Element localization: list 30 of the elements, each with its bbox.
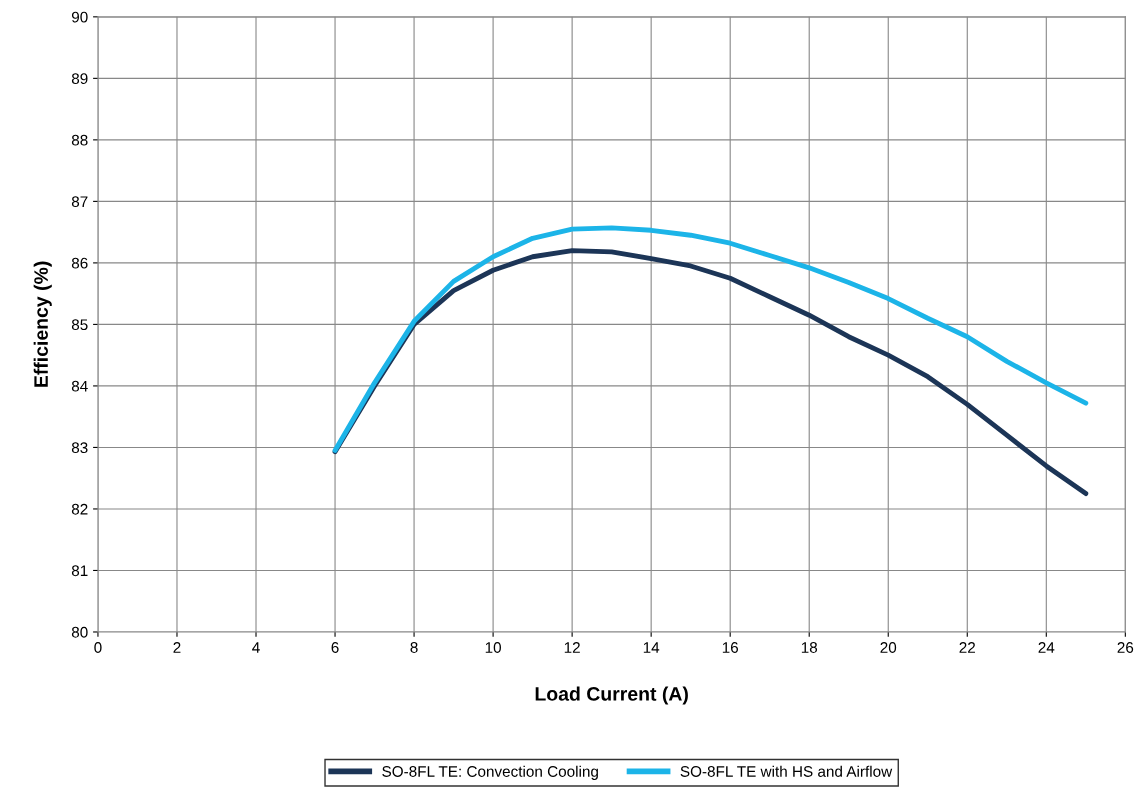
x-tick-label: 12 (564, 642, 580, 653)
x-tick-label: 8 (410, 642, 418, 653)
x-tick-label: 20 (880, 642, 897, 653)
y-tick-label: 86 (71, 257, 88, 269)
y-tick-label: 85 (71, 319, 88, 331)
x-tick-label: 18 (801, 642, 818, 653)
legend-label: SO-8FL TE: Convection Cooling (382, 765, 598, 780)
x-tick-label: 2 (173, 642, 181, 653)
line-series (332, 225, 1089, 453)
y-tick-label: 84 (71, 380, 88, 392)
y-axis-title: Efficiency (%) (33, 261, 52, 387)
x-tick-label: 6 (331, 642, 339, 653)
y-tick-label: 81 (71, 565, 88, 577)
legend-label: SO-8FL TE with HS and Airflow (680, 765, 893, 777)
x-axis-title: Load Current (A) (535, 686, 688, 705)
x-tick-label: 10 (485, 642, 501, 653)
x-tick-label: 22 (959, 642, 975, 653)
x-tick-label: 4 (252, 642, 260, 653)
x-tick-label: 0 (94, 642, 102, 653)
y-tick-label: 88 (71, 134, 88, 146)
y-tick-label: 80 (71, 626, 88, 638)
x-tick-label: 24 (1038, 642, 1055, 653)
x-tick-label: 14 (643, 642, 660, 653)
x-tick-label: 16 (722, 642, 739, 653)
y-tick-label: 90 (71, 11, 88, 23)
x-tick-label: 26 (1117, 642, 1134, 653)
y-tick-label: 89 (71, 73, 88, 85)
y-tick-label: 83 (71, 442, 88, 454)
y-tick-label: 87 (71, 196, 88, 208)
y-tick-label: 82 (71, 503, 88, 515)
